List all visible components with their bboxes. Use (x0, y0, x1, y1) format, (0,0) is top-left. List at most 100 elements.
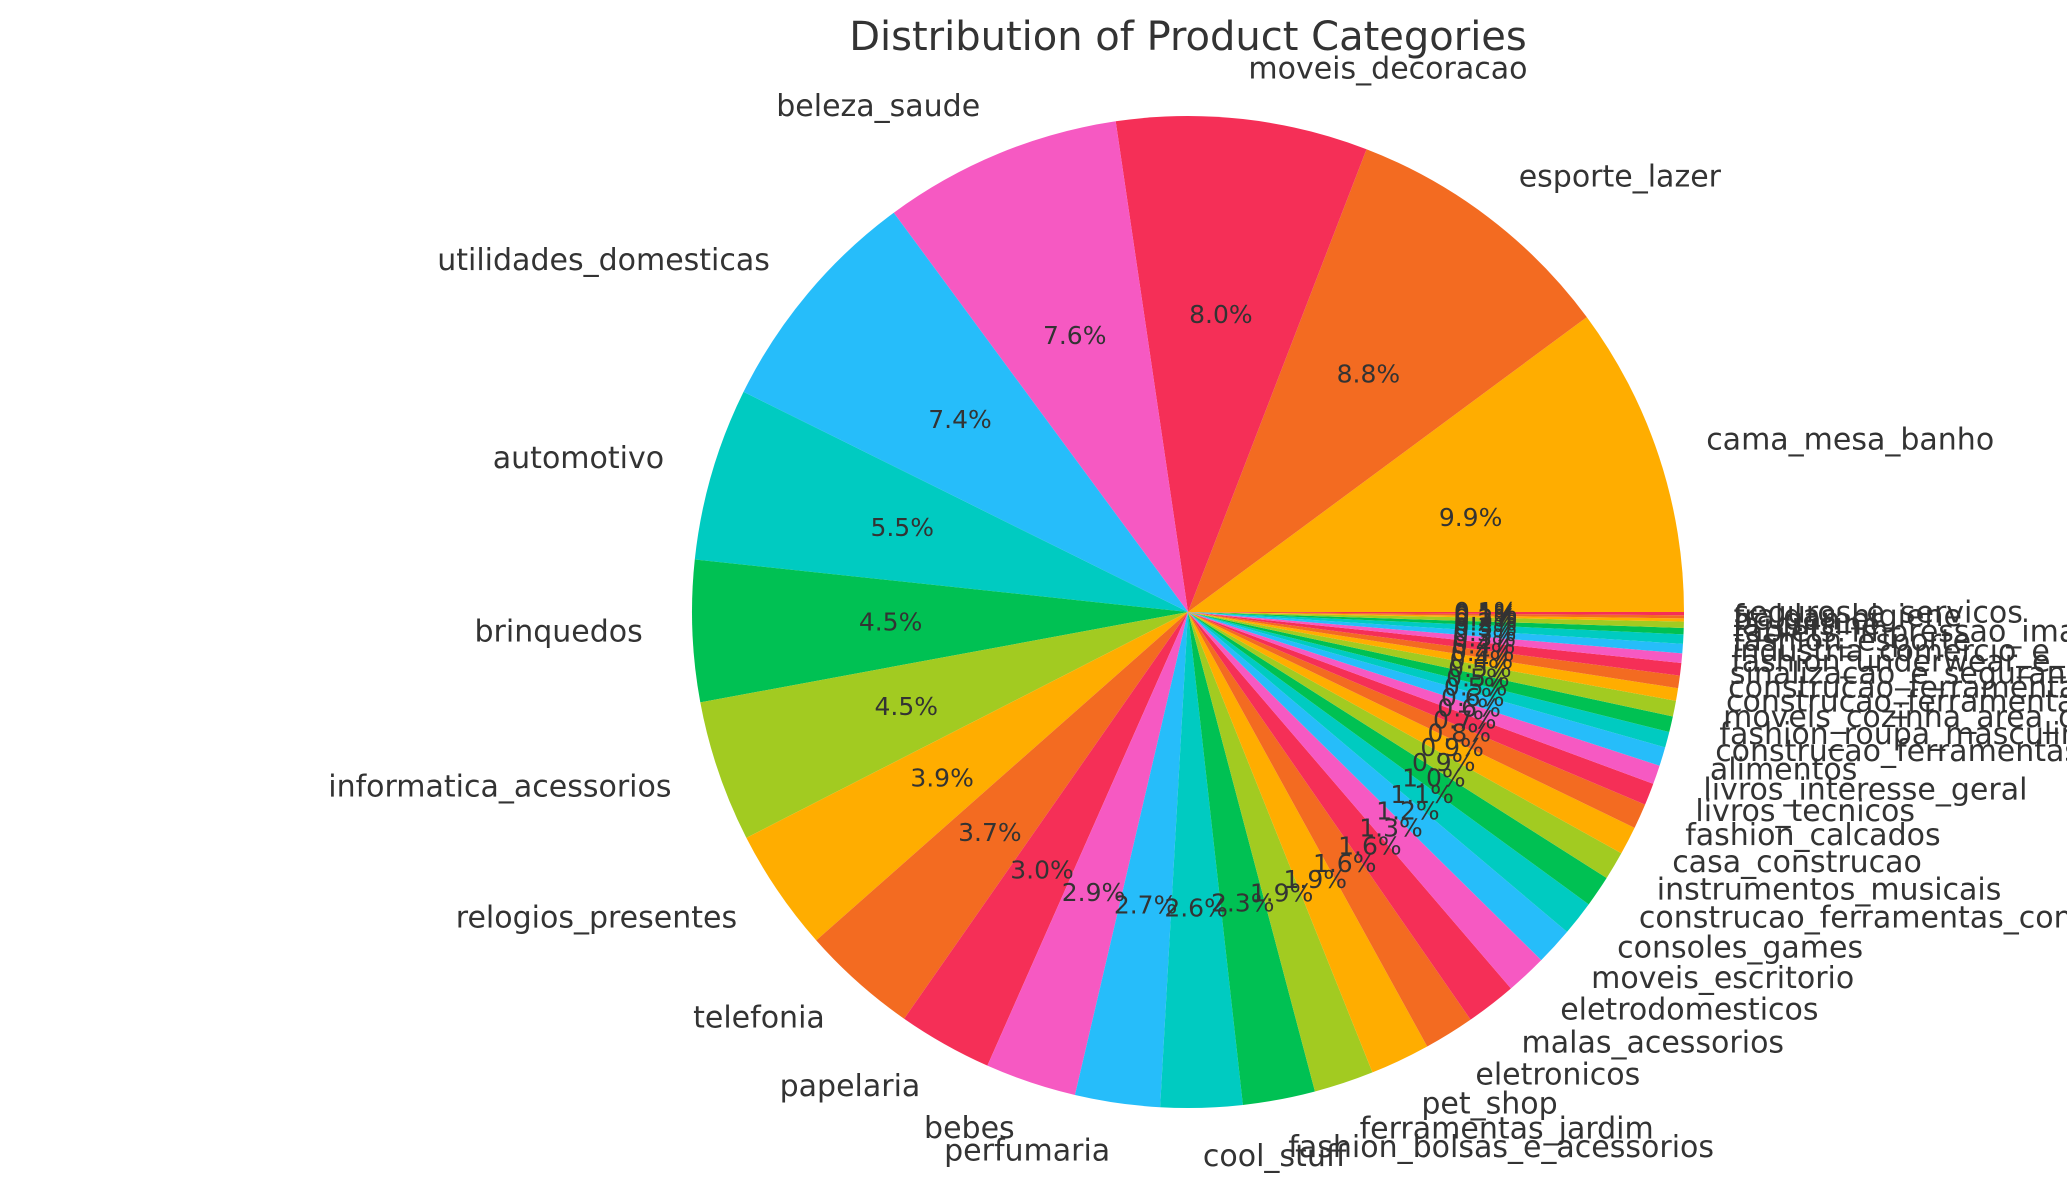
pie-slice (1188, 612, 1607, 905)
percentage-label: 0.5% (1446, 663, 1510, 692)
pie-slice (1188, 149, 1587, 613)
category-label: moveis_cozinha_area_de_servico_jantar_e_… (1723, 700, 2067, 735)
category-label: moveis_escritorio (1591, 961, 1854, 996)
percentage-label: 0.7% (1433, 705, 1497, 734)
percentage-label: 0.3% (1453, 618, 1517, 647)
pie-slice (1160, 612, 1243, 1108)
pie-slice (1188, 612, 1679, 701)
percentage-label: 0.6% (1441, 683, 1505, 712)
percentage-label: 1.2% (1376, 797, 1440, 826)
percentage-label: 1.9% (1284, 865, 1348, 894)
pie-slice (816, 612, 1188, 1019)
category-label: livros_interesse_geral (1703, 773, 2027, 808)
category-label: bebes (924, 1111, 1015, 1146)
percentage-label: 2.7% (1114, 891, 1178, 920)
pie-slice (893, 121, 1188, 613)
category-label: eletronicos (1475, 1057, 1640, 1092)
pie-slice (1188, 612, 1670, 748)
category-label: construcao_ferramentas_iluminacao (1728, 670, 2067, 705)
pie-slice (694, 391, 1188, 612)
category-label: industria_comercio_e_negocios (1732, 634, 2067, 669)
percentage-label: 7.6% (1043, 321, 1107, 350)
pie-slice (987, 612, 1188, 1095)
pie-slice (692, 559, 1188, 703)
percentage-label: 1.6% (1338, 832, 1402, 861)
percentage-label: 9.9% (1439, 503, 1503, 532)
category-label: pc_gamer (1734, 602, 1883, 637)
percentage-label: 2.9% (1062, 878, 1126, 907)
category-label: cama_mesa_banho (1706, 423, 1994, 458)
pie-slice (1188, 612, 1635, 854)
percentage-label: 3.9% (910, 764, 974, 793)
percentage-label: 0.1% (1454, 599, 1518, 628)
percentage-label: 1.1% (1390, 780, 1454, 809)
pie-slice (1188, 612, 1428, 1073)
pie-slice (1188, 612, 1676, 717)
pie-slice (1188, 612, 1471, 1047)
category-label: perfumaria (944, 1134, 1110, 1169)
category-label: construcao_ferramentas_jardim (1715, 734, 2067, 769)
percentage-label: 0.2% (1454, 604, 1518, 633)
pie-slice (1188, 612, 1660, 784)
percentage-label: 4.5% (859, 608, 923, 637)
pie-slice (1188, 612, 1684, 619)
category-label: automotivo (493, 441, 664, 476)
pie-slice (1188, 612, 1683, 654)
category-label: papelaria (780, 1069, 921, 1104)
category-label: seguros_e_servicos (1734, 595, 2023, 630)
pie-slice (1188, 612, 1684, 622)
percentage-label: 1.3% (1359, 814, 1423, 843)
category-label: consoles_games (1617, 930, 1863, 965)
percentage-label: 0.9% (1412, 748, 1476, 777)
pie-slices (692, 116, 1684, 1108)
percentage-label: 2.3% (1211, 889, 1275, 918)
category-label: brinquedos (475, 615, 643, 650)
category-label: construcao_ferramentas_seguranca (1726, 684, 2067, 719)
pie-slice (1188, 612, 1511, 1020)
pie-slice (1188, 612, 1684, 644)
category-label: fashion_esporte (1733, 623, 1971, 658)
pie-slice (1188, 612, 1673, 733)
pie-slice (1188, 612, 1373, 1092)
category-label: cool_stuff (1203, 1139, 1348, 1174)
pie-slice (1188, 612, 1684, 635)
percentage-label: 0.5% (1448, 654, 1512, 683)
pie-slice (1188, 612, 1622, 878)
percentage-label: 3.0% (1010, 855, 1074, 884)
category-label: esporte_lazer (1519, 160, 1722, 195)
percentage-label: 0.8% (1427, 719, 1491, 748)
percentage-label: 8.8% (1337, 359, 1401, 388)
category-label: informatica_acessorios (328, 769, 671, 804)
category-label: livros_tecnicos (1695, 794, 1915, 829)
pie-slice (746, 612, 1188, 941)
category-label: sinalizacao_e_seguranca (1730, 657, 2067, 692)
pie-slice (1188, 612, 1666, 766)
pie-slice (1188, 612, 1542, 989)
percentage-label: 0.4% (1450, 646, 1514, 675)
percentage-labels: 9.9% 8.8% 8.0% 7.6% 7.4% 5.5% 4.5% 4.5% 3.9% 3.7%… (859, 300, 1518, 922)
category-labels: cama_mesa_banho esporte_lazer moveis_decor… (328, 51, 2067, 1174)
category-label: ferramentas_jardim (1360, 1111, 1654, 1146)
category-label: fashion_underwear_e_moda_praia (1731, 644, 2067, 679)
percentage-label: 1.9% (1250, 879, 1314, 908)
pie-slice (1074, 612, 1188, 1108)
category-label: instrumentos_musicais (1657, 873, 2002, 908)
category-label: fraldas_higiene (1734, 599, 1962, 634)
percentage-label: 0.4% (1451, 638, 1515, 667)
percentage-label: 5.5% (870, 513, 934, 542)
percentage-label: 0.3% (1453, 624, 1517, 653)
category-label: malas_acessorios (1522, 1025, 1785, 1060)
percentage-label: 0.1% (1454, 597, 1518, 626)
pie-slice (1188, 612, 1646, 828)
percentage-label: 1.6% (1313, 849, 1377, 878)
pie-slice (1188, 612, 1589, 932)
percentage-label: 1.0% (1402, 764, 1466, 793)
pie-slice (1188, 612, 1682, 676)
pie-slice (1188, 612, 1568, 961)
pie-slice (1188, 317, 1684, 612)
category-label: moveis_decoracao (1248, 51, 1527, 86)
pie-slice (1188, 612, 1683, 663)
category-label: construcao_ferramentas_construcao (1639, 901, 2067, 936)
